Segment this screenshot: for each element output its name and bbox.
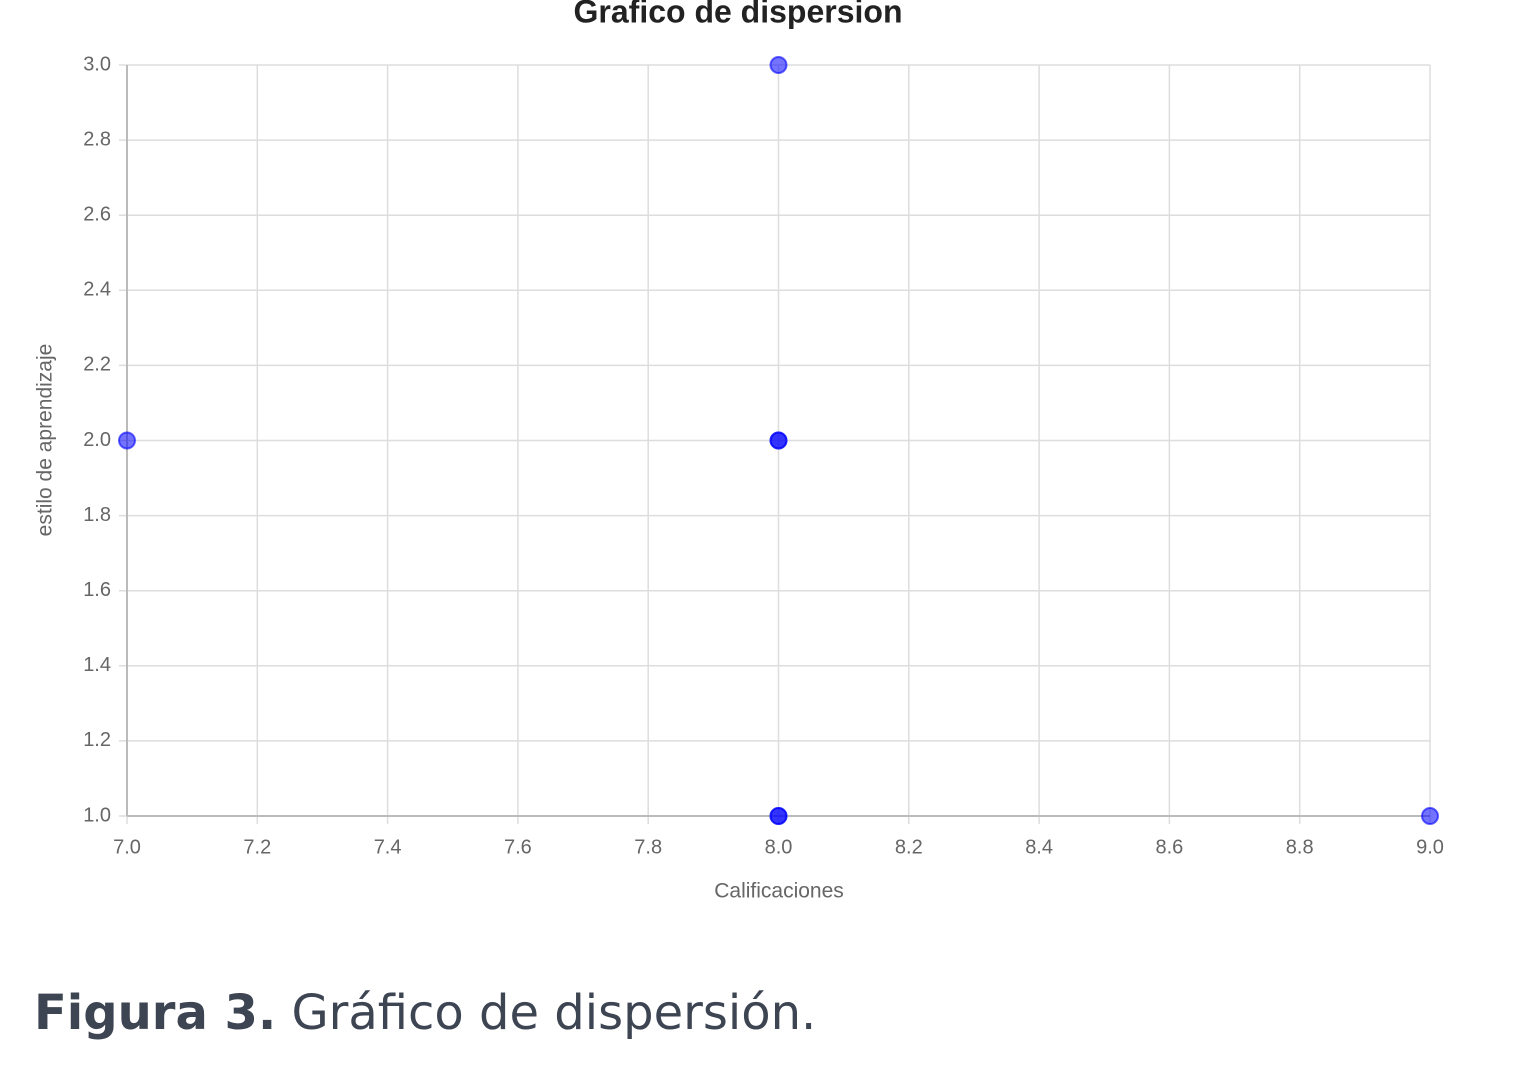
y-tick-label: 2.8 xyxy=(83,128,111,150)
y-tick-label: 1.4 xyxy=(83,654,111,676)
x-tick-label: 9.0 xyxy=(1416,836,1444,858)
x-tick-label: 8.0 xyxy=(765,836,793,858)
point xyxy=(769,431,788,450)
x-tick-label: 8.2 xyxy=(895,836,923,858)
x-tick-label: 8.4 xyxy=(1025,836,1053,858)
y-tick-label: 2.6 xyxy=(83,203,111,225)
x-tick-label: 7.6 xyxy=(504,836,532,858)
y-tick-label: 1.8 xyxy=(83,504,111,526)
caption-text: Gráfico de dispersión. xyxy=(291,985,817,1041)
point xyxy=(1421,807,1439,825)
point xyxy=(769,807,788,825)
chart-title: Grafico de dispersion xyxy=(574,0,903,29)
y-tick-label: 3.0 xyxy=(83,53,111,75)
x-tick-label: 7.8 xyxy=(634,836,662,858)
y-tick-label: 1.6 xyxy=(83,579,111,601)
y-tick-label: 1.2 xyxy=(83,729,111,751)
point xyxy=(769,56,788,74)
x-tick-label: 8.8 xyxy=(1286,836,1314,858)
x-axis-label: Calificaciones xyxy=(714,880,844,903)
x-tick-label: 7.2 xyxy=(243,836,271,858)
y-tick-label: 2.2 xyxy=(83,354,111,376)
y-tick-label: 2.0 xyxy=(83,429,111,451)
y-axis-label: estilo de aprendizaje xyxy=(34,344,57,537)
y-tick-label: 2.4 xyxy=(83,279,111,301)
caption-label: Figura 3. xyxy=(34,985,277,1041)
chart: Grafico de dispersion Calificaciones est… xyxy=(34,0,1444,903)
caption: Figura 3. Gráfico de dispersión. xyxy=(34,985,816,1041)
x-tick-label: 8.6 xyxy=(1155,836,1183,858)
point xyxy=(118,431,136,450)
x-tick-label: 7.4 xyxy=(374,836,402,858)
x-tick-label: 7.0 xyxy=(113,836,141,858)
y-tick-label: 1.0 xyxy=(83,804,111,826)
